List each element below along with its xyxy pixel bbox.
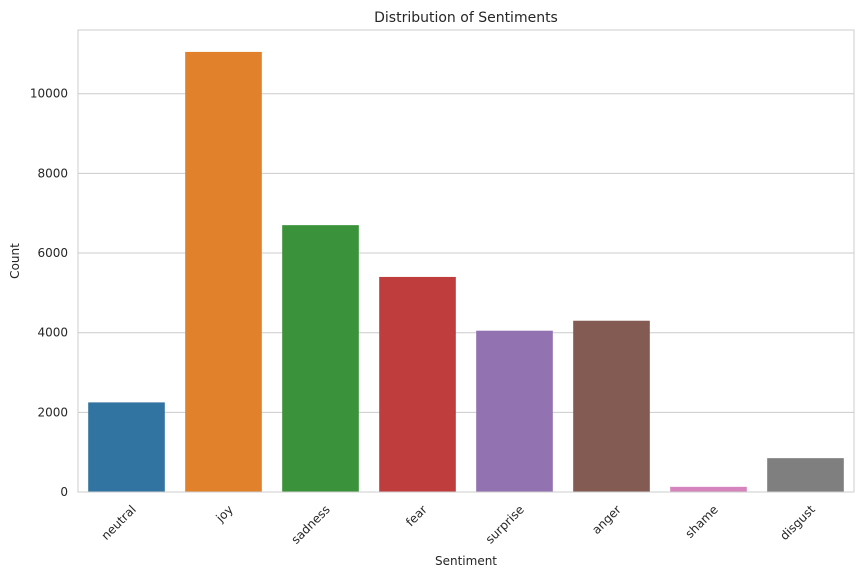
y-tick-label: 2000 xyxy=(37,405,68,419)
bar-surprise xyxy=(476,330,553,492)
x-tick-label-neutral: neutral xyxy=(99,502,139,542)
x-tick-label-fear: fear xyxy=(403,502,430,529)
bar-disgust xyxy=(767,458,844,492)
x-tick-label-sadness: sadness xyxy=(288,502,332,546)
y-tick-label: 4000 xyxy=(37,326,68,340)
bar-neutral xyxy=(88,402,165,492)
y-tick-label: 6000 xyxy=(37,246,68,260)
y-tick-label: 0 xyxy=(60,485,68,499)
bar-shame xyxy=(670,486,747,492)
bar-layer xyxy=(88,51,844,493)
y-axis-label: Count xyxy=(8,243,22,279)
y-tick-labels: 0 2000 4000 6000 8000 10000 xyxy=(30,87,68,499)
x-tick-label-surprise: surprise xyxy=(483,502,527,546)
bar-sadness xyxy=(282,225,359,493)
bar-anger xyxy=(573,320,650,492)
bar-joy xyxy=(185,51,262,492)
x-tick-label-shame: shame xyxy=(682,502,720,540)
x-tick-label-joy: joy xyxy=(213,502,236,525)
x-tick-label-anger: anger xyxy=(589,502,624,537)
x-tick-label-disgust: disgust xyxy=(777,502,818,543)
bar-fear xyxy=(379,276,456,492)
chart-title: Distribution of Sentiments xyxy=(374,10,558,26)
plot-frame xyxy=(77,29,855,493)
x-tick-labels: neutral joy sadness fear surprise anger shame d… xyxy=(99,502,818,547)
x-axis-label: Sentiment xyxy=(435,554,497,568)
y-tick-label: 10000 xyxy=(30,87,68,101)
y-tick-label: 8000 xyxy=(37,166,68,180)
